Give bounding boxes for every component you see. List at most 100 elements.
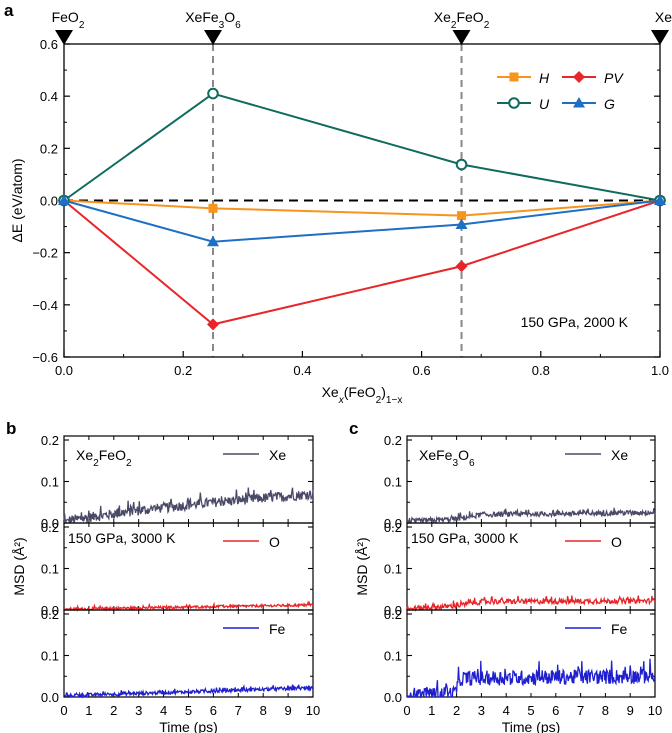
series-H <box>59 196 665 221</box>
x-tick-label: 8 <box>260 703 267 718</box>
x-tick-label-a: 0.6 <box>413 363 431 378</box>
data-point-G <box>58 194 70 205</box>
x-tick-label: 4 <box>503 703 510 718</box>
y-tick-label: 0.1 <box>384 649 402 664</box>
y-tick-label-a: 0.2 <box>40 141 58 156</box>
composition-label-3: Xe <box>655 9 672 25</box>
x-tick-label: 7 <box>235 703 242 718</box>
x-axis-label: Time (ps) <box>159 719 218 733</box>
legend-label: U <box>539 96 550 112</box>
legend-label-Xe: Xe <box>269 447 286 463</box>
y-tick-label: 0.2 <box>384 433 402 448</box>
panel-c: c 0.0 0.1 0.2 Xe 0.0 0.1 0.2 O 0.0 0.1 0.2 Fe 0 1 2 3 4 5 6… <box>349 419 662 733</box>
y-axis-label: MSD (Å²) <box>11 537 27 595</box>
composition-marker-2 <box>452 30 471 45</box>
y-tick-label: 0.2 <box>41 433 59 448</box>
legend-marker <box>573 71 585 83</box>
legend-label: PV <box>604 70 624 86</box>
series-line-U <box>63 92 661 202</box>
legend-entry-U: U <box>497 96 550 112</box>
y-tick-label-a: 0.4 <box>40 89 58 104</box>
x-tick-label: 6 <box>210 703 217 718</box>
x-tick-label-a: 0.8 <box>532 363 550 378</box>
x-tick-label: 3 <box>478 703 485 718</box>
y-tick-label: 0.0 <box>41 516 59 531</box>
legend-marker <box>508 97 520 109</box>
series-G <box>58 194 666 247</box>
x-tick-label: 1 <box>428 703 435 718</box>
legend-marker <box>573 97 585 108</box>
annotation-a: 150 GPa, 2000 K <box>521 314 629 330</box>
legend-label: H <box>539 70 550 86</box>
panel-label-b: b <box>6 419 16 438</box>
x-tick-label: 8 <box>602 703 609 718</box>
x-tick-label: 4 <box>160 703 167 718</box>
series-line-G <box>63 199 661 243</box>
y-tick-label: 0.0 <box>384 603 402 618</box>
panel-b: b 0.0 0.1 0.2 Xe 0.0 0.1 0.2 O 0.0 0.1 0.2 Fe 0 1 2 3 4 5 6… <box>6 419 320 733</box>
y-tick-label: 0.2 <box>384 520 402 535</box>
x-tick-label: 3 <box>135 703 142 718</box>
panel-a: a −0.6 −0.4 −0.2 0.0 0.2 0.4 0.6 0.0 0.2 0.4 0.6 0.8… <box>4 1 672 406</box>
data-point-H <box>208 203 218 213</box>
composition-label-0: FeO2 <box>52 9 85 31</box>
data-point-G <box>207 235 219 247</box>
y-tick-label: 0.1 <box>41 475 59 490</box>
y-axis-label: MSD (Å²) <box>354 537 370 595</box>
x-axis-label-a: Xex(FeO2)1−x <box>322 384 403 406</box>
y-tick-label-a: −0.6 <box>32 350 58 365</box>
x-tick-label: 10 <box>648 703 662 718</box>
legend-entry-PV: PV <box>562 70 624 86</box>
msd-trace-Fe <box>406 658 656 699</box>
series-PV <box>58 194 666 331</box>
legend-entry-H: H <box>497 70 550 86</box>
x-tick-label: 1 <box>85 703 92 718</box>
composition-label-1: XeFe3O6 <box>185 9 241 31</box>
axes-box-a <box>63 43 661 358</box>
y-tick-label: 0.1 <box>41 649 59 664</box>
data-point-H <box>457 211 467 221</box>
panel-title-c: XeFe3O6 <box>419 447 475 469</box>
panel-label-a: a <box>4 1 14 20</box>
y-axis-label-a: ΔE (eV/atom) <box>9 158 25 242</box>
y-tick-label: 0.1 <box>384 562 402 577</box>
y-tick-label: 0.0 <box>41 690 59 705</box>
series-line-PV <box>63 199 661 326</box>
x-tick-label: 10 <box>306 703 320 718</box>
x-tick-label: 5 <box>527 703 534 718</box>
x-tick-label: 7 <box>577 703 584 718</box>
x-tick-label: 0 <box>60 703 67 718</box>
y-tick-label-a: 0.6 <box>40 37 58 52</box>
x-tick-label-a: 0.2 <box>174 363 192 378</box>
panel-label-c: c <box>349 419 358 438</box>
x-tick-label-a: 0.4 <box>293 363 311 378</box>
x-tick-label: 9 <box>284 703 291 718</box>
legend-label-Fe: Fe <box>611 621 628 637</box>
y-tick-label-a: −0.4 <box>32 298 58 313</box>
x-tick-label: 2 <box>453 703 460 718</box>
y-tick-label: 0.2 <box>41 520 59 535</box>
y-tick-label: 0.1 <box>41 562 59 577</box>
data-point-G <box>455 218 468 229</box>
annotation-b: 150 GPa, 3000 K <box>68 530 176 546</box>
composition-marker-0 <box>55 30 73 45</box>
composition-marker-3 <box>651 30 669 45</box>
x-tick-label: 6 <box>552 703 559 718</box>
y-tick-label-a: 0.0 <box>40 194 58 209</box>
msd-trace-O <box>63 600 314 613</box>
composition-marker-1 <box>204 30 222 45</box>
legend-label-O: O <box>611 534 622 550</box>
msd-trace-Xe <box>63 487 314 524</box>
x-axis-label: Time (ps) <box>502 719 561 733</box>
y-tick-label: 0.0 <box>41 603 59 618</box>
legend-marker <box>509 72 519 82</box>
composition-label-2: Xe2FeO2 <box>434 9 490 31</box>
panel-title-b: Xe2FeO2 <box>76 447 132 469</box>
msd-trace-Xe <box>406 507 656 525</box>
y-tick-label: 0.2 <box>41 607 59 622</box>
x-tick-label: 0 <box>403 703 410 718</box>
legend-label-Xe: Xe <box>611 447 628 463</box>
data-point-U <box>455 158 468 171</box>
data-point-G <box>654 194 666 205</box>
